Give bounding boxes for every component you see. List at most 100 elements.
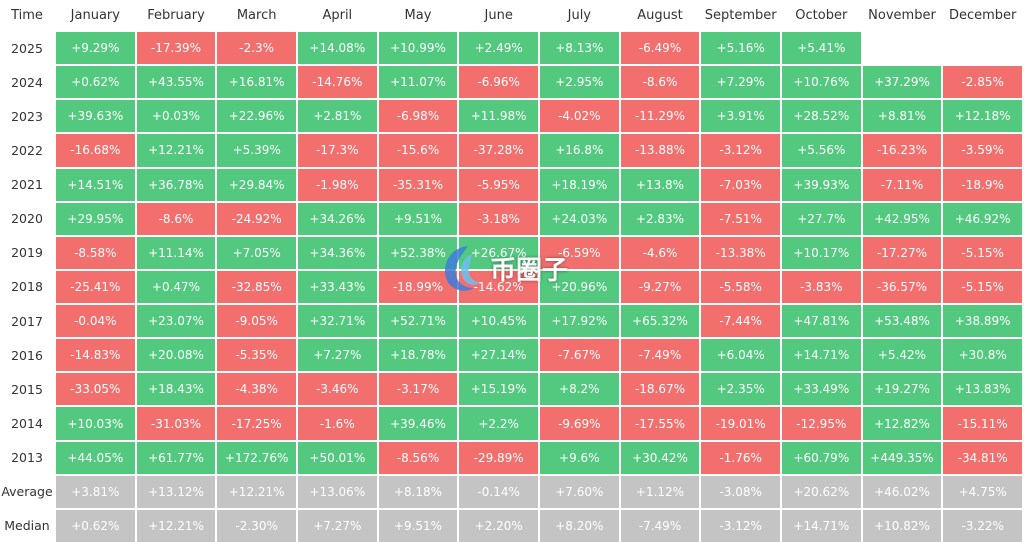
- return-cell: -5.58%: [701, 270, 780, 304]
- return-cell: +29.84%: [217, 168, 296, 201]
- column-header: February: [147, 7, 205, 23]
- return-cell: -3.46%: [297, 373, 377, 406]
- return-cell: -12.95%: [781, 407, 861, 440]
- return-cell: +44.05%: [56, 441, 135, 474]
- return-cell: -18.99%: [378, 270, 458, 304]
- return-cell: -3.17%: [378, 373, 458, 406]
- return-cell: +10.03%: [56, 407, 135, 440]
- return-cell: +17.92%: [539, 305, 619, 338]
- summary-cell: +14.71%: [781, 509, 861, 542]
- summary-cell: -3.22%: [943, 509, 1022, 542]
- return-cell: -1.6%: [297, 407, 377, 440]
- return-cell: -2.85%: [943, 66, 1022, 99]
- summary-cell: +8.18%: [378, 475, 458, 508]
- row-label: 2025: [11, 40, 43, 56]
- return-cell: +11.98%: [459, 100, 538, 133]
- column-header: January: [70, 7, 120, 23]
- row-label: Median: [4, 518, 50, 534]
- summary-cell: -7.49%: [620, 509, 700, 542]
- return-cell: +38.89%: [943, 305, 1022, 338]
- return-cell: -16.23%: [862, 134, 942, 167]
- return-cell: -7.49%: [620, 339, 700, 372]
- return-cell: +27.14%: [459, 339, 538, 372]
- return-cell: +50.01%: [297, 441, 377, 474]
- return-cell: +2.95%: [539, 66, 619, 99]
- return-cell: -6.98%: [378, 100, 458, 133]
- return-cell: +9.6%: [539, 441, 619, 474]
- return-cell: -25.41%: [56, 270, 135, 304]
- return-cell: +5.56%: [781, 134, 861, 167]
- row-label: 2014: [11, 416, 43, 432]
- return-cell: -15.11%: [943, 407, 1022, 440]
- return-cell: -15.6%: [378, 134, 458, 167]
- column-header: July: [567, 7, 592, 23]
- return-cell: +14.51%: [56, 168, 135, 201]
- return-cell: -7.11%: [862, 168, 942, 201]
- summary-cell: +13.06%: [297, 475, 377, 508]
- return-cell: +3.91%: [701, 100, 780, 133]
- return-cell: +5.42%: [862, 339, 942, 372]
- return-cell: -4.02%: [539, 100, 619, 133]
- return-cell: +19.27%: [862, 373, 942, 406]
- return-cell: +24.03%: [539, 202, 619, 235]
- return-cell: -35.31%: [378, 168, 458, 201]
- summary-cell: -3.08%: [701, 475, 780, 508]
- return-cell: +20.96%: [539, 270, 619, 304]
- return-cell: +61.77%: [136, 441, 216, 474]
- return-cell: -16.68%: [56, 134, 135, 167]
- return-cell: +30.8%: [943, 339, 1022, 372]
- summary-cell: -2.30%: [217, 509, 296, 542]
- return-cell: -7.03%: [701, 168, 780, 201]
- row-label: 2022: [11, 142, 43, 158]
- return-cell: -14.83%: [56, 339, 135, 372]
- return-cell: -7.44%: [701, 305, 780, 338]
- return-cell: -7.67%: [539, 339, 619, 372]
- return-cell: +172.76%: [217, 441, 296, 474]
- return-cell: -31.03%: [136, 407, 216, 440]
- return-cell: +10.45%: [459, 305, 538, 338]
- return-cell: -32.85%: [217, 270, 296, 304]
- return-cell: -17.25%: [217, 407, 296, 440]
- return-cell: +2.81%: [297, 100, 377, 133]
- return-cell: -6.96%: [459, 66, 538, 99]
- return-cell: +15.19%: [459, 373, 538, 406]
- summary-cell: -0.14%: [459, 475, 538, 508]
- return-cell: -18.9%: [943, 168, 1022, 201]
- return-cell: +9.51%: [378, 202, 458, 235]
- row-label: 2018: [11, 279, 43, 295]
- return-cell: -1.76%: [701, 441, 780, 474]
- return-cell: -18.67%: [620, 373, 700, 406]
- return-cell: -37.28%: [459, 134, 538, 167]
- return-cell: -6.59%: [539, 236, 619, 269]
- return-cell: +14.71%: [781, 339, 861, 372]
- summary-cell: +13.12%: [136, 475, 216, 508]
- return-cell: +2.49%: [459, 32, 538, 65]
- row-label: 2024: [11, 74, 43, 90]
- return-cell: -3.18%: [459, 202, 538, 235]
- return-cell: +12.82%: [862, 407, 942, 440]
- return-cell: +5.16%: [701, 32, 780, 65]
- return-cell: +8.13%: [539, 32, 619, 65]
- return-cell: +33.49%: [781, 373, 861, 406]
- row-label: 2021: [11, 177, 43, 193]
- return-cell: +65.32%: [620, 305, 700, 338]
- return-cell: +27.7%: [781, 202, 861, 235]
- return-cell: -17.27%: [862, 236, 942, 269]
- return-cell: -17.39%: [136, 32, 216, 65]
- return-cell: +18.78%: [378, 339, 458, 372]
- empty-cell: [943, 32, 1022, 64]
- return-cell: -14.76%: [297, 66, 377, 99]
- return-cell: +18.19%: [539, 168, 619, 201]
- return-cell: +30.42%: [620, 441, 700, 474]
- summary-cell: +2.20%: [459, 509, 538, 542]
- return-cell: +29.95%: [56, 202, 135, 235]
- return-cell: +449.35%: [862, 441, 942, 474]
- return-cell: +32.71%: [297, 305, 377, 338]
- return-cell: +39.63%: [56, 100, 135, 133]
- return-cell: -2.3%: [217, 32, 296, 65]
- return-cell: +10.76%: [781, 66, 861, 99]
- return-cell: -13.88%: [620, 134, 700, 167]
- row-label: 2019: [11, 245, 43, 261]
- return-cell: -7.51%: [701, 202, 780, 235]
